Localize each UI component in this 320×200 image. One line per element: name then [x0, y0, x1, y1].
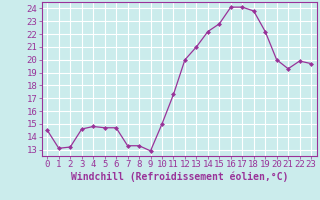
X-axis label: Windchill (Refroidissement éolien,°C): Windchill (Refroidissement éolien,°C) — [70, 172, 288, 182]
